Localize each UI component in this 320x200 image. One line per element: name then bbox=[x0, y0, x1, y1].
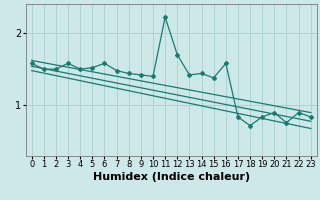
X-axis label: Humidex (Indice chaleur): Humidex (Indice chaleur) bbox=[92, 172, 250, 182]
